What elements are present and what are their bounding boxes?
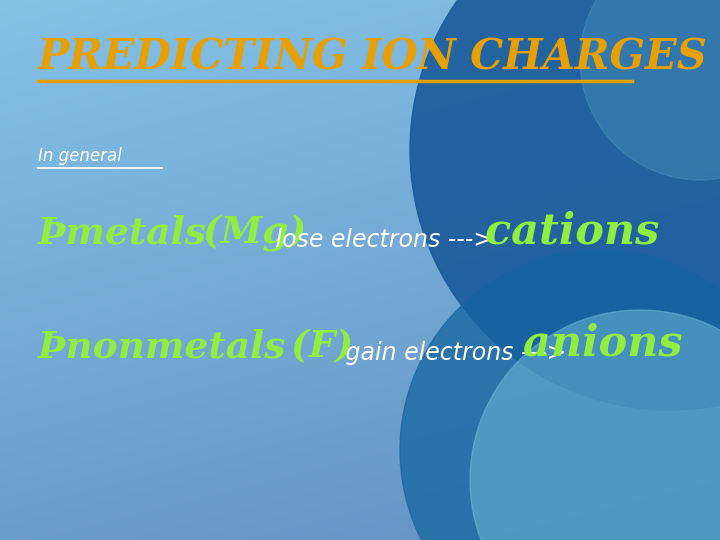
Text: (Mg): (Mg) <box>190 215 306 252</box>
Text: In general: In general <box>38 147 122 165</box>
Circle shape <box>580 0 720 180</box>
Text: gain electrons --->: gain electrons ---> <box>338 341 566 365</box>
Text: Þmetals: Þmetals <box>38 215 207 252</box>
Text: anions: anions <box>508 323 683 365</box>
Circle shape <box>470 310 720 540</box>
Text: Þnonmetals: Þnonmetals <box>38 328 287 365</box>
Text: cations: cations <box>470 210 660 252</box>
Text: (F): (F) <box>278 328 353 365</box>
Text: PREDICTING ION CHARGES: PREDICTING ION CHARGES <box>38 36 708 78</box>
Text: lose electrons --->: lose electrons ---> <box>268 228 493 252</box>
Circle shape <box>410 0 720 410</box>
Circle shape <box>400 250 720 540</box>
